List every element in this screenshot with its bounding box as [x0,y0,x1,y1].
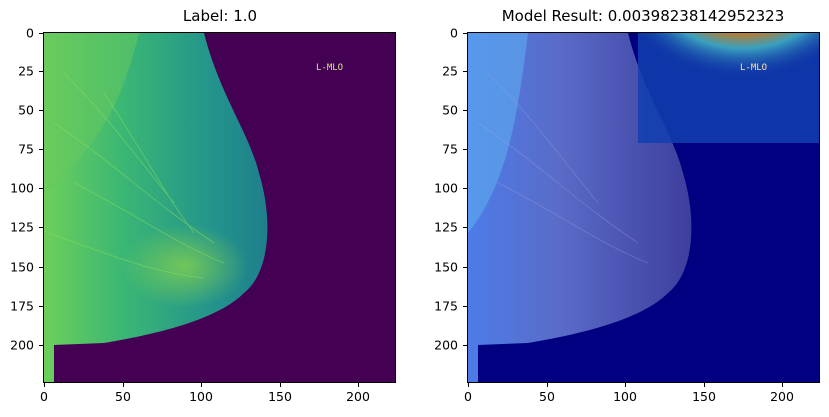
ytick: 150 [434,259,458,275]
ytick: 175 [10,298,34,314]
right-image-frame: L-MLO [467,32,820,383]
ytick: 50 [18,102,34,118]
mammogram-viridis-image: L-MLO [44,33,395,382]
ytick: 125 [10,219,34,235]
xtick: 0 [464,389,472,404]
gradcam-heatmap-image: L-MLO [468,33,819,382]
xtick: 100 [189,389,213,404]
ytick: 25 [442,63,458,79]
ytick: 150 [10,259,34,275]
ytick: 75 [18,141,34,157]
xtick: 0 [40,389,48,404]
ytick: 25 [18,63,34,79]
xtick: 150 [268,389,292,404]
ytick: 50 [442,102,458,118]
image-overlay-label: L-MLO [740,63,767,73]
xtick: 150 [692,389,716,404]
ytick: 75 [442,141,458,157]
xtick: 100 [613,389,637,404]
left-image-frame: L-MLO [43,32,396,383]
image-overlay-label: L-MLO [316,63,343,73]
ytick: 100 [434,180,458,196]
ytick: 0 [450,25,458,41]
xtick: 50 [115,389,131,404]
ytick: 200 [10,337,34,353]
ytick: 125 [434,219,458,235]
ytick: 0 [26,25,34,41]
ytick: 100 [10,180,34,196]
right-panel-title: Model Result: 0.00398238142952323 [501,7,785,25]
xtick: 200 [346,389,370,404]
left-panel-title: Label: 1.0 [182,7,258,25]
xtick: 200 [770,389,794,404]
ytick: 200 [434,337,458,353]
xtick: 50 [539,389,555,404]
ytick: 175 [434,298,458,314]
